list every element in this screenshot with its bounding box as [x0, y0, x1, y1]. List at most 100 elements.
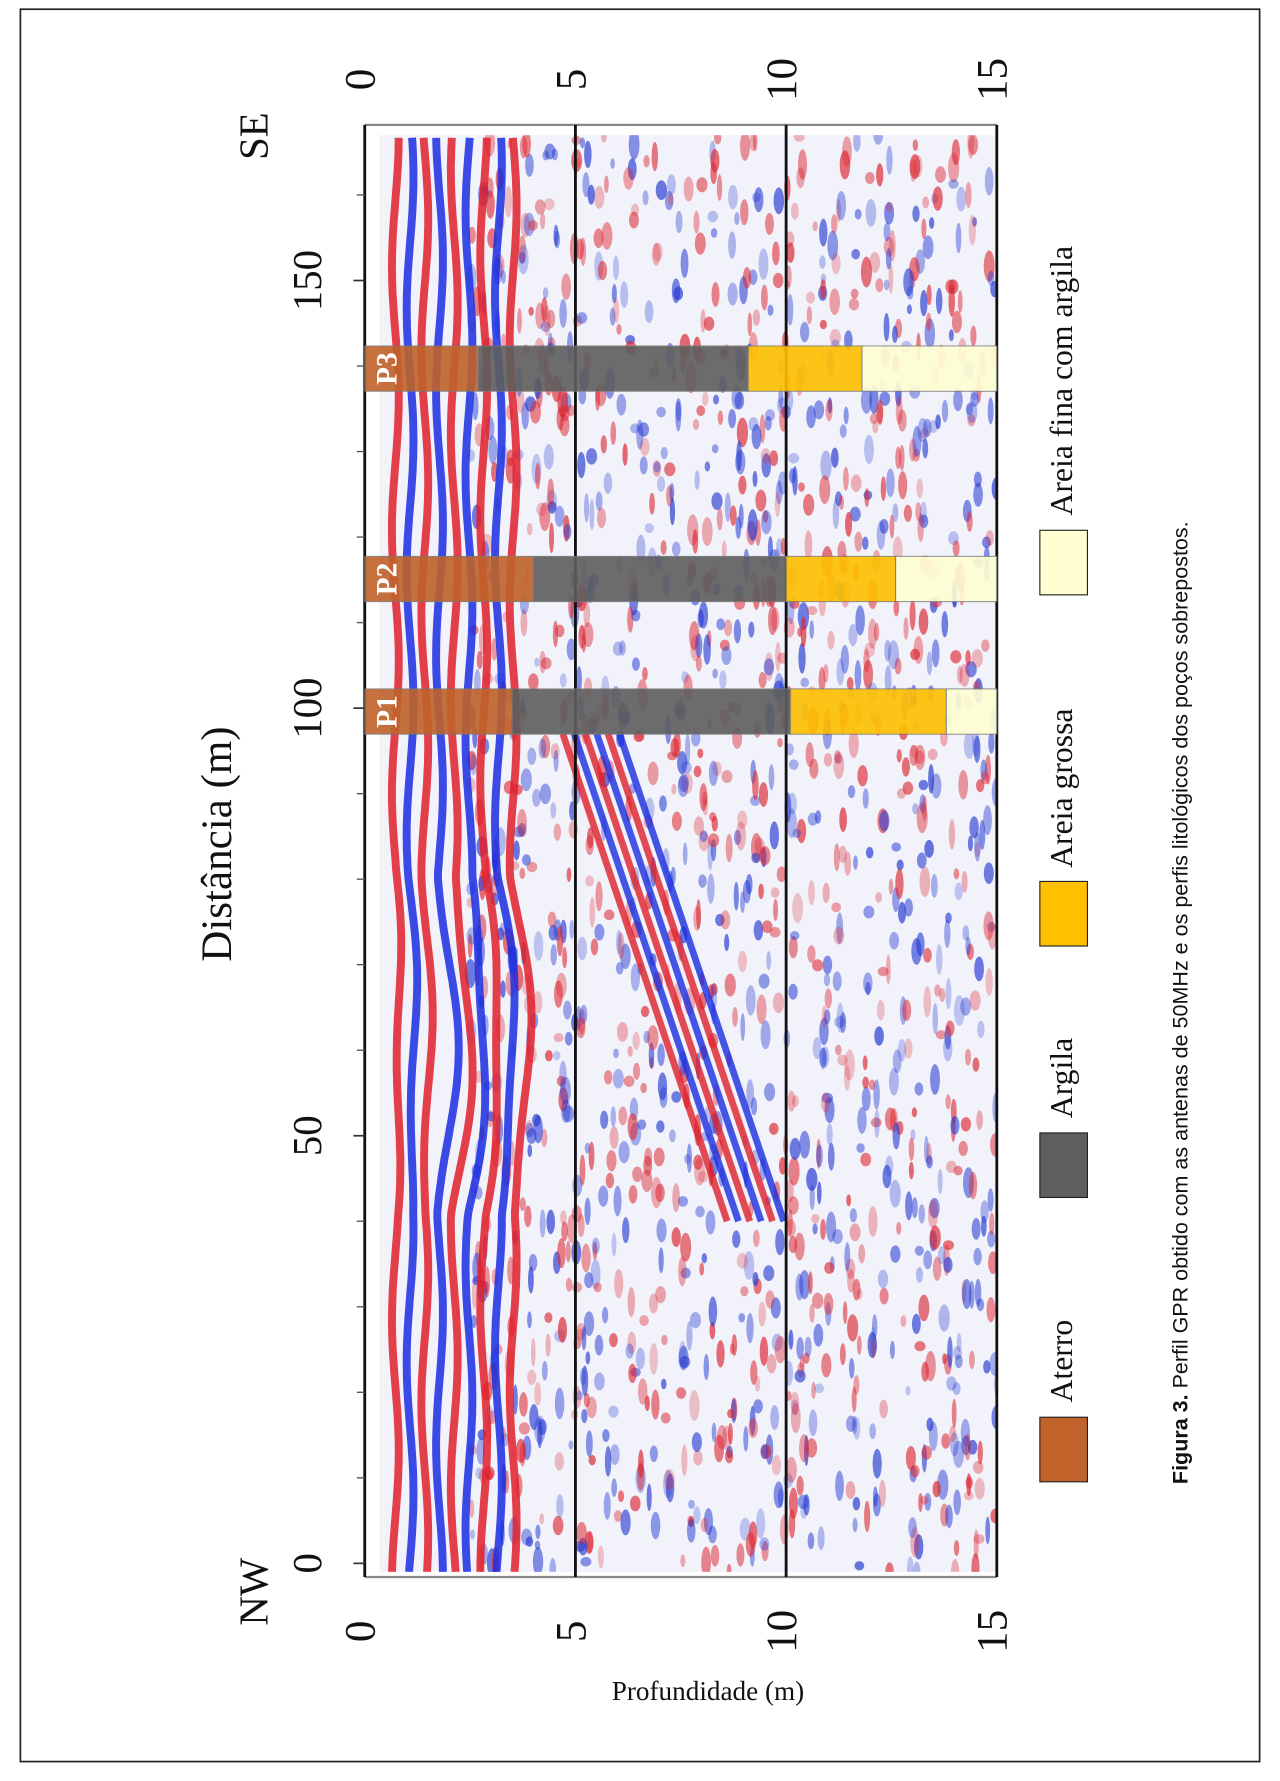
noise [761, 510, 772, 534]
noise [620, 1509, 630, 1535]
noise [923, 235, 934, 259]
noise [629, 1185, 638, 1204]
noise [943, 1240, 954, 1250]
noise [702, 392, 708, 406]
noise [581, 635, 586, 652]
noise [604, 175, 609, 193]
noise [853, 1375, 859, 1395]
noise [848, 785, 856, 798]
noise [919, 608, 929, 635]
noise [708, 833, 719, 847]
legend-swatch [1040, 1133, 1088, 1198]
noise [920, 866, 931, 897]
noise [757, 995, 767, 1024]
noise [913, 139, 919, 150]
noise [955, 883, 963, 901]
noise [638, 1378, 647, 1405]
noise [540, 1209, 546, 1237]
noise [706, 1210, 716, 1234]
noise [545, 1334, 550, 1357]
noise [524, 1205, 531, 1227]
noise [800, 322, 809, 343]
noise [972, 1057, 979, 1071]
noise [532, 789, 541, 807]
noise [732, 1230, 740, 1248]
noise [923, 1250, 932, 1269]
noise [752, 424, 762, 449]
noise [912, 1197, 918, 1218]
noise [566, 1278, 572, 1292]
noise [921, 218, 926, 239]
noise [831, 902, 841, 912]
noise [933, 1481, 941, 1497]
noise [719, 670, 726, 689]
noise [612, 1233, 617, 1257]
noise [671, 1091, 681, 1103]
noise [773, 273, 783, 288]
noise [527, 1311, 532, 1328]
noise [649, 1293, 658, 1313]
noise [698, 874, 706, 887]
noise [752, 192, 760, 202]
noise [538, 1419, 547, 1435]
noise [915, 1246, 924, 1256]
noise [952, 1399, 957, 1428]
noise [676, 211, 683, 233]
noise [640, 456, 648, 474]
noise [647, 1025, 658, 1050]
noise [698, 609, 704, 627]
noise [554, 824, 561, 841]
noise [812, 1223, 817, 1234]
noise [672, 1227, 681, 1247]
y-tick-label: 10 [759, 1610, 806, 1653]
noise [712, 816, 718, 831]
noise [703, 634, 711, 664]
noise [688, 1500, 695, 1509]
well-layer [512, 689, 790, 734]
noise [565, 1032, 573, 1046]
noise [860, 1153, 871, 1167]
noise [938, 1246, 946, 1264]
noise [945, 1505, 953, 1528]
noise [988, 271, 995, 287]
noise [765, 213, 774, 235]
noise [897, 749, 902, 762]
noise [787, 1179, 794, 1202]
noise [540, 784, 551, 804]
noise [807, 945, 815, 963]
noise [539, 1513, 544, 1524]
noise [632, 1167, 642, 1183]
noise [661, 1335, 667, 1345]
noise [984, 862, 994, 884]
noise [746, 985, 756, 1015]
noise [528, 673, 539, 690]
noise [759, 782, 768, 807]
noise [519, 1422, 530, 1434]
noise [694, 816, 704, 835]
noise [791, 202, 799, 219]
noise [799, 1131, 810, 1159]
noise [528, 220, 538, 231]
noise [905, 1386, 910, 1396]
noise [734, 619, 741, 643]
noise [736, 822, 746, 851]
noise [774, 1482, 784, 1509]
noise [545, 1050, 553, 1061]
noise [696, 177, 707, 192]
noise [910, 599, 916, 630]
noise [748, 509, 758, 541]
noise [898, 1039, 906, 1062]
noise [679, 774, 689, 792]
noise [659, 795, 667, 811]
noise [720, 910, 730, 929]
noise [773, 899, 778, 921]
well-label: P3 [371, 352, 403, 385]
noise [504, 186, 512, 217]
noise [709, 761, 718, 786]
noise [953, 540, 960, 556]
well-label: P1 [371, 695, 403, 728]
noise [844, 407, 849, 425]
noise [676, 1387, 686, 1399]
noise [966, 1477, 973, 1489]
noise [871, 1339, 877, 1359]
